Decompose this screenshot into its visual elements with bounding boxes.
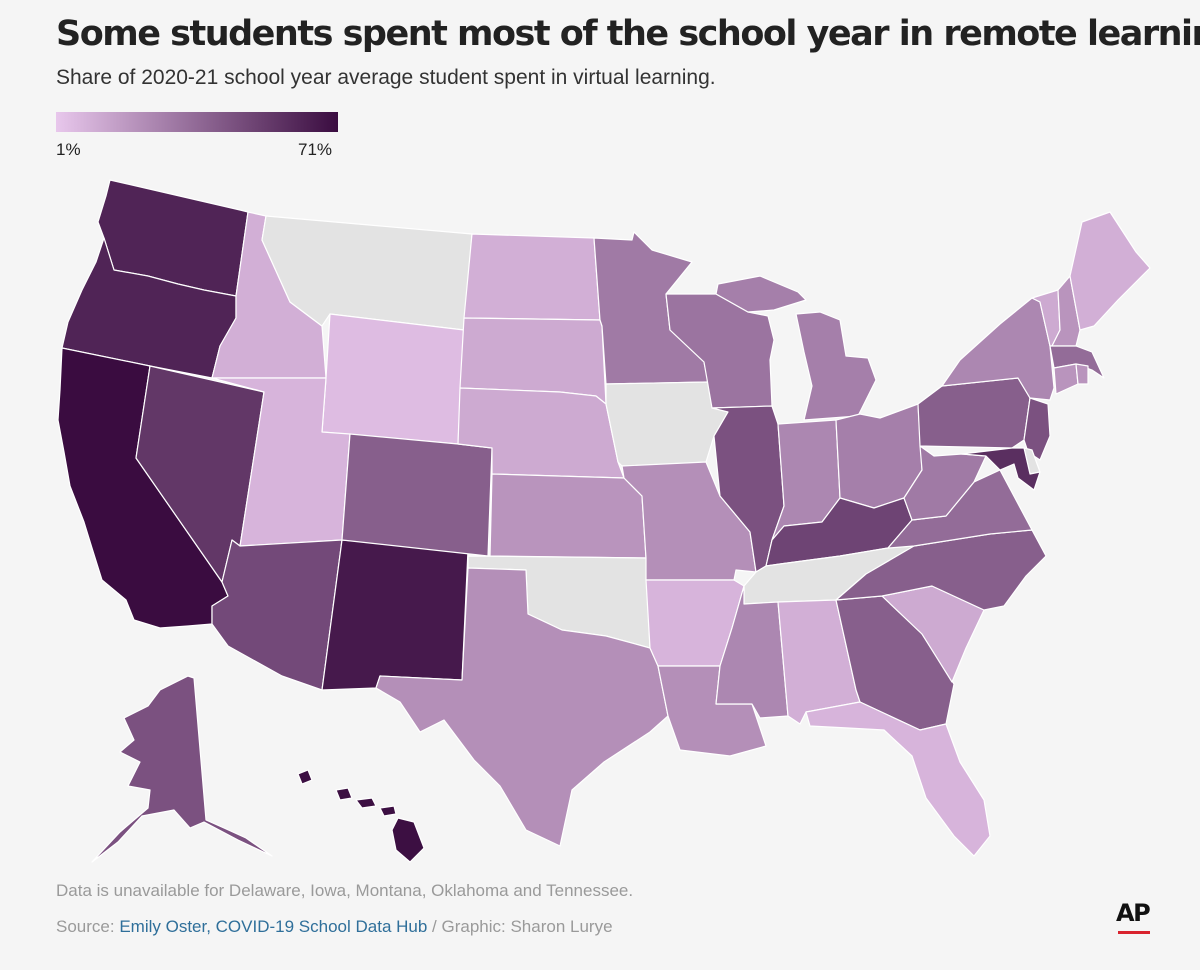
state-ks: [489, 473, 647, 559]
ap-logo: AP: [1116, 898, 1152, 936]
state-ne: [457, 387, 625, 479]
data-unavailable-note: Data is unavailable for Delaware, Iowa, …: [56, 881, 634, 900]
source-prefix: Source:: [56, 917, 120, 936]
chart-subtitle: Share of 2020-21 school year average stu…: [56, 66, 716, 89]
state-tx: [375, 567, 669, 847]
us-choropleth-map: [57, 179, 1151, 863]
state-pa: [917, 377, 1031, 449]
state-wy: [321, 313, 465, 445]
state-mi: [715, 275, 877, 421]
source-credit: Source: Emily Oster, COVID-19 School Dat…: [56, 917, 613, 937]
legend-max-label: 71%: [298, 140, 333, 159]
state-fl: [805, 701, 991, 857]
state-nm: [321, 539, 469, 691]
graphic-credit: / Graphic: Sharon Lurye: [427, 917, 613, 936]
state-md: [961, 447, 1041, 491]
chart-title: Some students spent most of the school y…: [56, 14, 1200, 54]
state-az: [211, 539, 343, 691]
state-hi: [297, 769, 425, 863]
state-mo: [621, 461, 757, 581]
state-ri: [1075, 363, 1089, 385]
state-ak: [91, 675, 273, 863]
state-ct: [1053, 363, 1079, 395]
color-scale-legend: [56, 112, 338, 132]
state-me: [1069, 211, 1151, 331]
legend-min-label: 1%: [56, 140, 81, 159]
state-co: [341, 433, 493, 557]
state-nj: [1023, 397, 1051, 461]
source-link[interactable]: Emily Oster, COVID-19 School Data Hub: [119, 917, 428, 936]
state-nd: [463, 233, 601, 321]
ap-logo-underline: [1118, 931, 1150, 934]
ap-logo-text: AP: [1116, 899, 1151, 927]
